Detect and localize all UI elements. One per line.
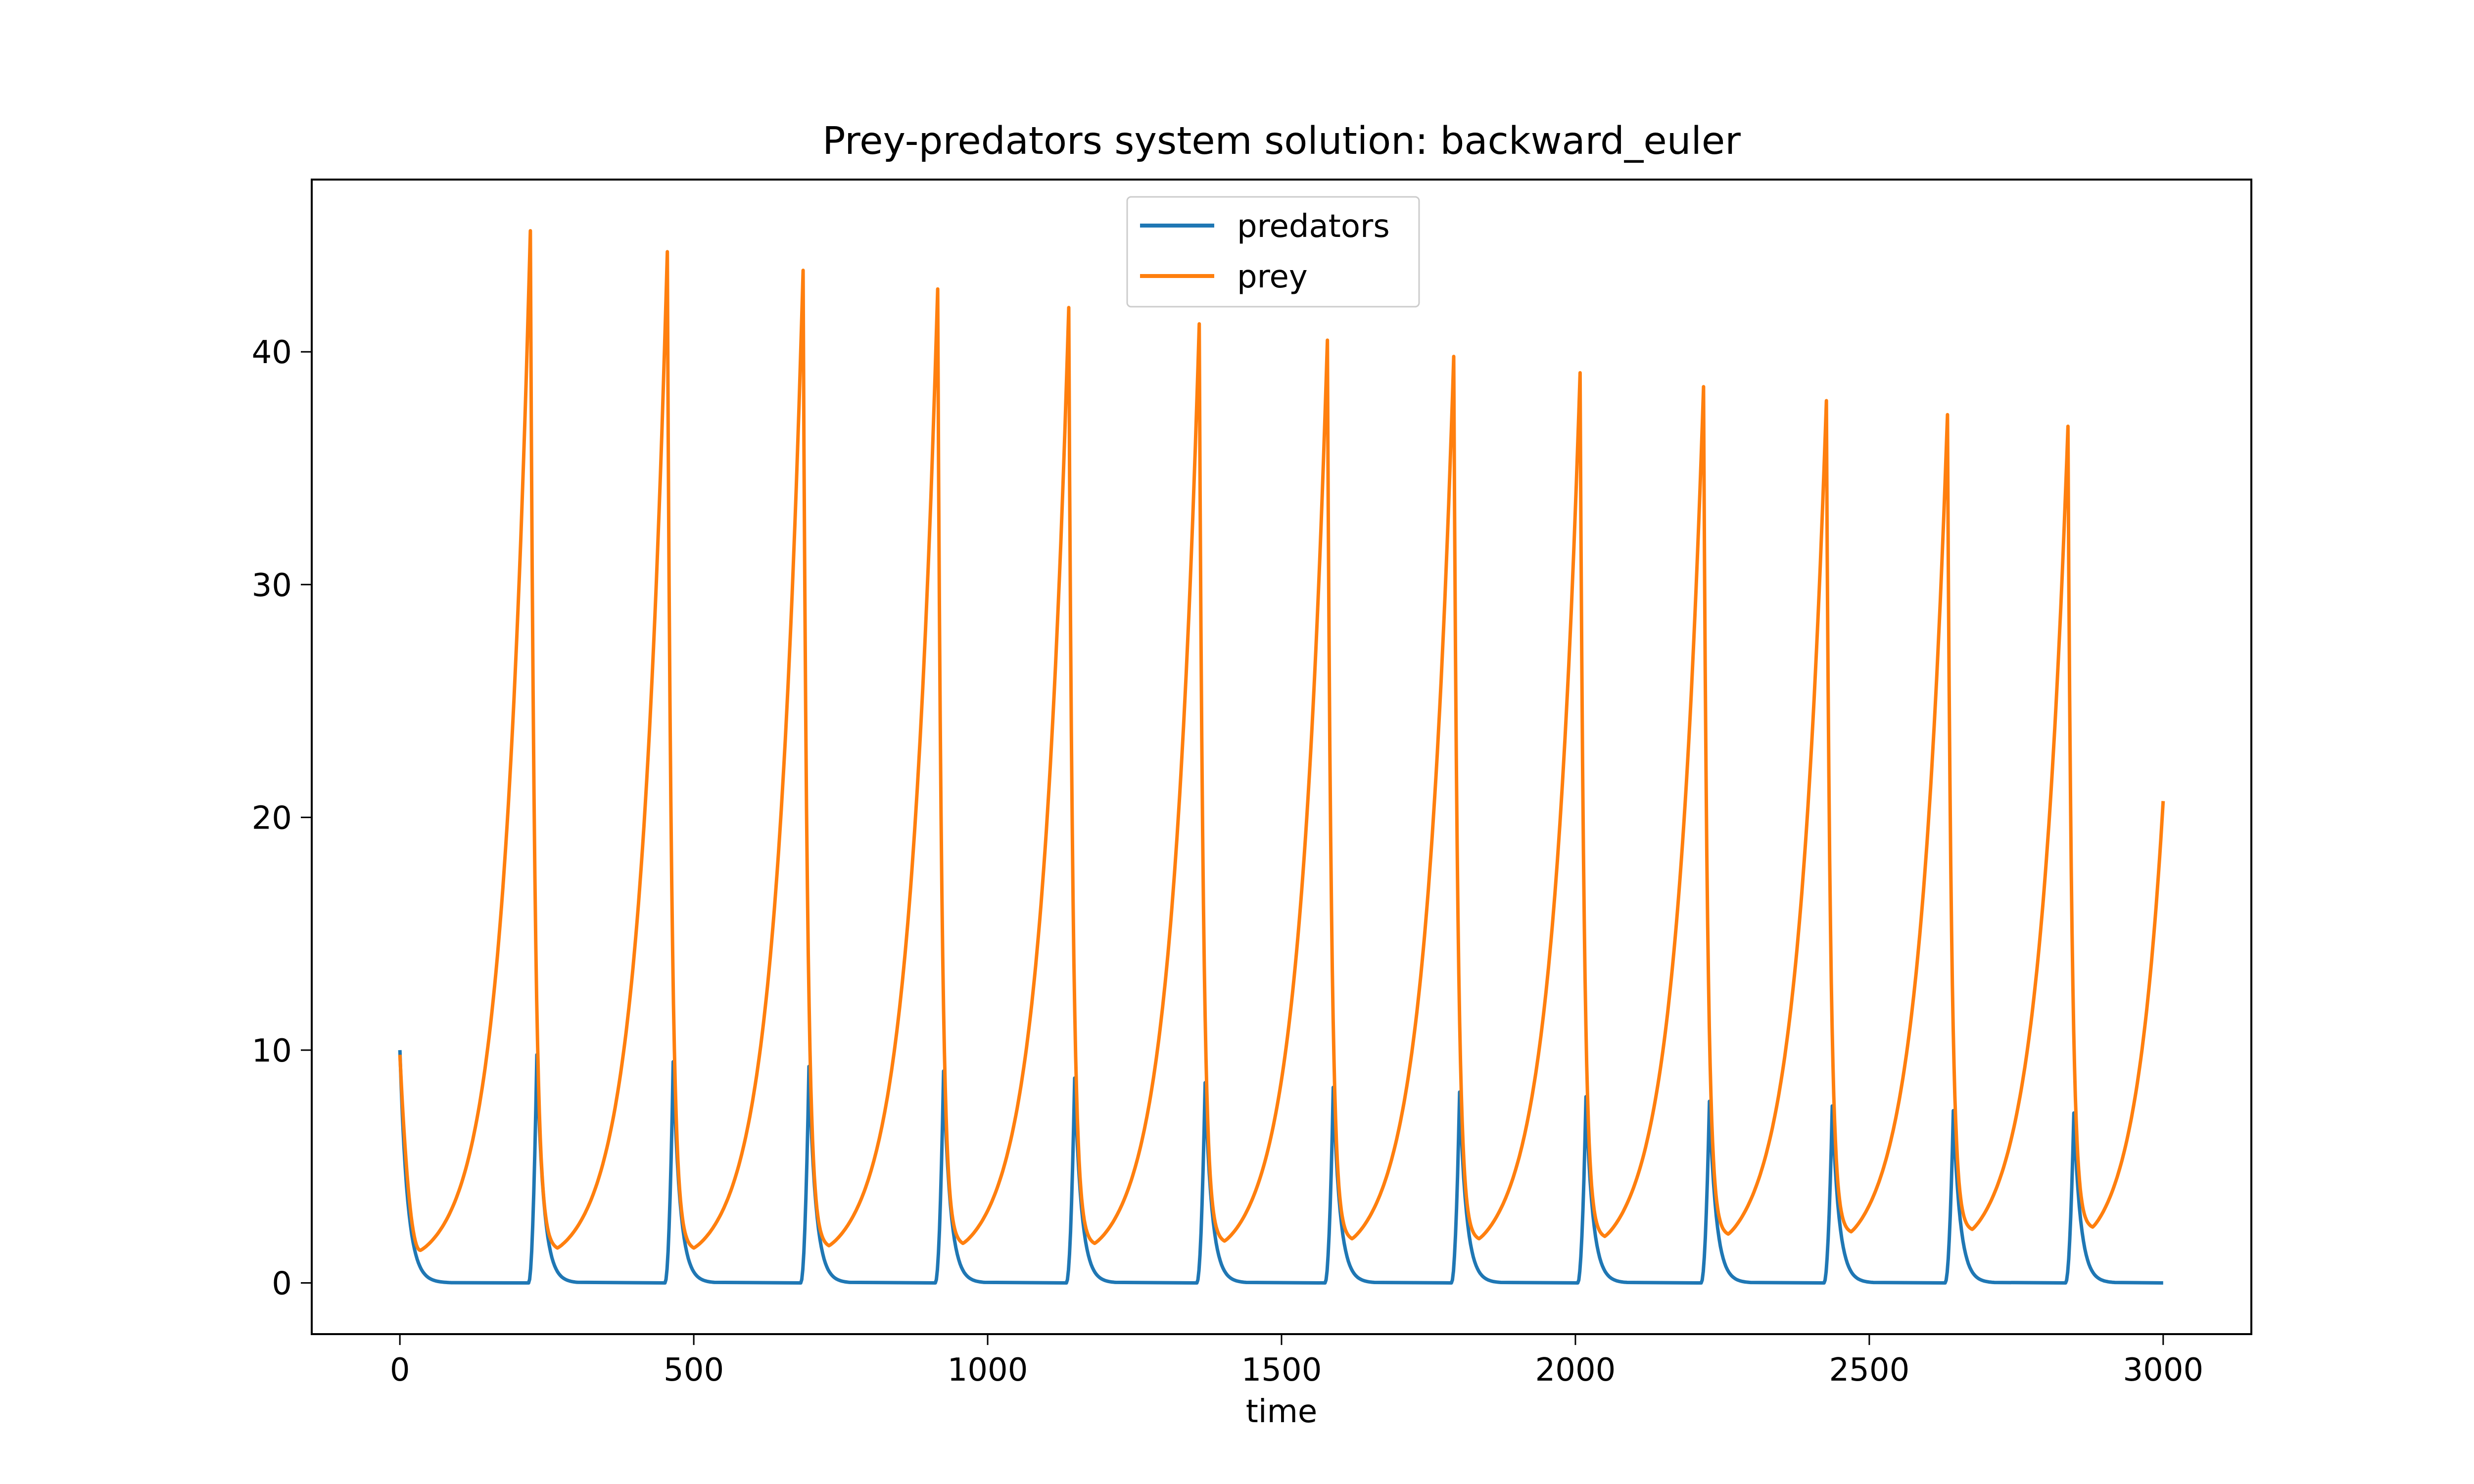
x-tick-label: 0 xyxy=(390,1352,410,1389)
legend-label-prey: prey xyxy=(1237,259,1308,295)
y-axis: 0 10 20 30 40 xyxy=(252,334,312,1302)
x-tick-label: 1000 xyxy=(948,1352,1028,1389)
series-layer xyxy=(398,229,2165,1285)
legend: predators prey xyxy=(1126,196,1420,308)
y-tick-label: 10 xyxy=(252,1033,292,1069)
legend-label-predators: predators xyxy=(1237,208,1390,245)
chart-title: Prey-predators system solution: backward… xyxy=(822,119,1741,163)
y-tick-label: 20 xyxy=(252,800,292,836)
y-tick-label: 30 xyxy=(252,567,292,604)
x-axis: 0 500 1000 1500 2000 2500 3000 xyxy=(390,1334,2203,1389)
x-tick-label: 2000 xyxy=(1535,1352,1616,1389)
x-tick-label: 3000 xyxy=(2123,1352,2203,1389)
x-tick-label: 500 xyxy=(664,1352,724,1389)
x-axis-label: time xyxy=(1246,1393,1318,1430)
series-line-prey xyxy=(398,229,2165,1252)
x-tick-label: 1500 xyxy=(1241,1352,1322,1389)
x-tick-label: 2500 xyxy=(1829,1352,1909,1389)
plot-area xyxy=(312,180,2251,1334)
y-tick-label: 0 xyxy=(272,1265,292,1302)
y-tick-label: 40 xyxy=(252,334,292,371)
